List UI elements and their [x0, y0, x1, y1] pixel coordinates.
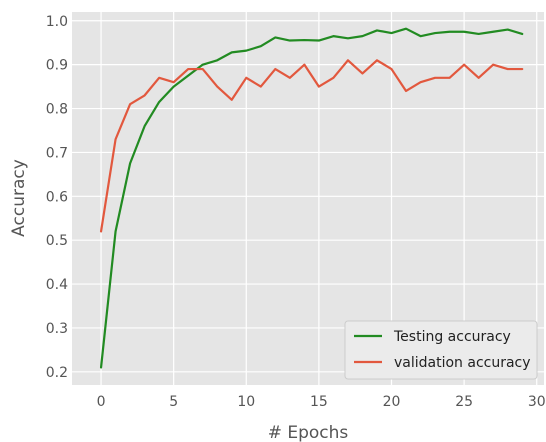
series-lines [99, 27, 524, 369]
x-tick-label: 20 [383, 394, 401, 410]
x-tick-label: 5 [169, 394, 178, 410]
y-tick-label: 0.8 [46, 102, 68, 118]
y-tick-label: 0.5 [46, 233, 68, 249]
legend: Testing accuracy validation accuracy [344, 320, 538, 380]
legend-box [344, 320, 538, 380]
x-tick-label: 10 [237, 394, 255, 410]
x-axis-label: # Epochs [268, 423, 349, 442]
series-line-testing-accuracy [99, 27, 524, 369]
x-tick-label: 30 [528, 394, 546, 410]
x-tick-label: 0 [97, 394, 106, 410]
y-tick-label: 1.0 [46, 14, 68, 30]
y-tick-label: 0.3 [46, 321, 68, 337]
y-tick-labels: 0.2 0.3 0.4 0.5 0.6 0.7 0.8 0.9 1.0 [46, 14, 68, 381]
x-tick-label: 15 [310, 394, 328, 410]
x-tick-label: 25 [455, 394, 473, 410]
y-tick-label: 0.7 [46, 145, 68, 161]
grid-lines [72, 12, 544, 385]
legend-label-testing-accuracy: Testing accuracy [393, 329, 511, 345]
y-axis-label: Accuracy [9, 159, 29, 237]
series-line-validation-accuracy [99, 59, 524, 233]
x-tick-labels: 0 5 10 15 20 25 30 [97, 394, 546, 410]
y-tick-label: 0.6 [46, 189, 68, 205]
y-tick-label: 0.2 [46, 365, 68, 381]
legend-label-validation-accuracy: validation accuracy [394, 355, 531, 371]
y-tick-label: 0.4 [46, 277, 68, 293]
y-tick-label: 0.9 [46, 58, 68, 74]
